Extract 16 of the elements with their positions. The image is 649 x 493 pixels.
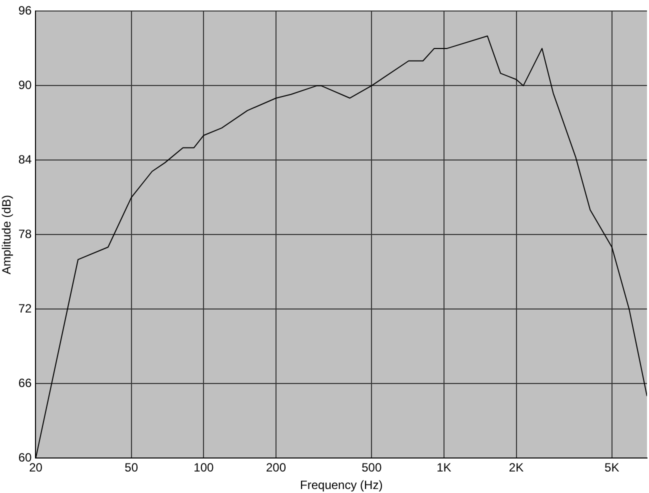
y-tick-label: 66 <box>18 376 32 390</box>
x-tick-label: 5K <box>604 460 620 475</box>
x-tick-label: 500 <box>362 460 382 475</box>
y-tick-label: 90 <box>18 78 32 92</box>
y-tick-label: 96 <box>18 4 32 18</box>
x-tick-label: 20 <box>29 460 43 475</box>
y-tick-label: 84 <box>18 152 32 167</box>
x-tick-label: 200 <box>266 460 286 475</box>
x-tick-label: 50 <box>124 460 138 475</box>
y-tick-label: 72 <box>18 302 32 316</box>
y-axis-title: Amplitude (dB) <box>0 195 14 274</box>
x-axis-title: Frequency (Hz) <box>300 478 383 492</box>
x-tick-label: 100 <box>194 460 214 475</box>
y-tick-label: 78 <box>18 227 32 242</box>
x-tick-label: 1K <box>436 460 452 475</box>
x-tick-label: 2K <box>508 460 524 475</box>
